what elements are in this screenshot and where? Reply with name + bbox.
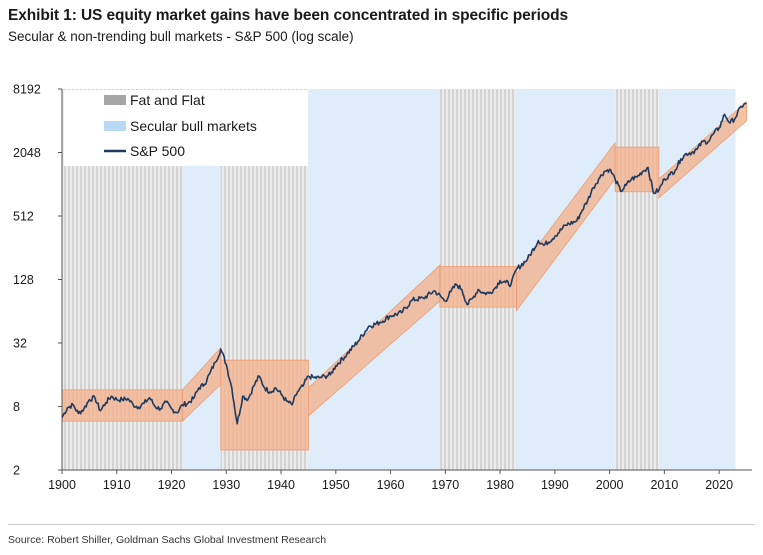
x-tick-label-1930: 1930 — [212, 478, 240, 492]
x-tick-label-1980: 1980 — [486, 478, 514, 492]
x-tick-label-2000: 2000 — [596, 478, 624, 492]
legend-swatch-1 — [104, 121, 126, 131]
y-tick-label-32: 32 — [13, 337, 27, 351]
x-tick-label-2020: 2020 — [705, 478, 733, 492]
trend-channel-0 — [61, 389, 183, 422]
legend-swatch-0 — [104, 95, 126, 105]
legend-label-1: Secular bull markets — [130, 118, 257, 134]
y-tick-label-8: 8 — [13, 400, 20, 414]
x-tick-label-1920: 1920 — [158, 478, 186, 492]
secular-bull-band-1 — [308, 89, 440, 470]
x-tick-label-1910: 1910 — [103, 478, 131, 492]
y-tick-label-2: 2 — [13, 464, 20, 478]
y-tick-label-2048: 2048 — [13, 146, 41, 160]
x-tick-label-1950: 1950 — [322, 478, 350, 492]
y-tick-label-512: 512 — [13, 210, 34, 224]
fat-and-flat-band-3 — [615, 89, 659, 470]
trend-channel-2 — [220, 359, 309, 451]
series-line-sp500 — [61, 102, 747, 425]
chart-svg: 2 8 32 128 512 2048 8192 1900 1910 1920 1930 1940 19… — [13, 83, 752, 492]
footer-divider — [8, 524, 755, 525]
y-tick-label-8192: 8192 — [13, 83, 41, 97]
chart-subtitle: Secular & non-trending bull markets - S&… — [8, 29, 354, 44]
y-tick-label-128: 128 — [13, 273, 34, 287]
x-tick-label-1940: 1940 — [267, 478, 295, 492]
x-tick-label-1970: 1970 — [431, 478, 459, 492]
x-tick-label-2010: 2010 — [650, 478, 678, 492]
x-tick-label-1900: 1900 — [48, 478, 76, 492]
legend-label-2: S&P 500 — [130, 143, 185, 159]
x-tick-label-1960: 1960 — [377, 478, 405, 492]
x-tick-label-1990: 1990 — [541, 478, 569, 492]
legend-label-0: Fat and Flat — [130, 92, 205, 108]
trend-channel-4 — [439, 266, 517, 308]
source-note: Source: Robert Shiller, Goldman Sachs Gl… — [8, 534, 327, 546]
chart-title: Exhibit 1: US equity market gains have b… — [8, 7, 569, 24]
